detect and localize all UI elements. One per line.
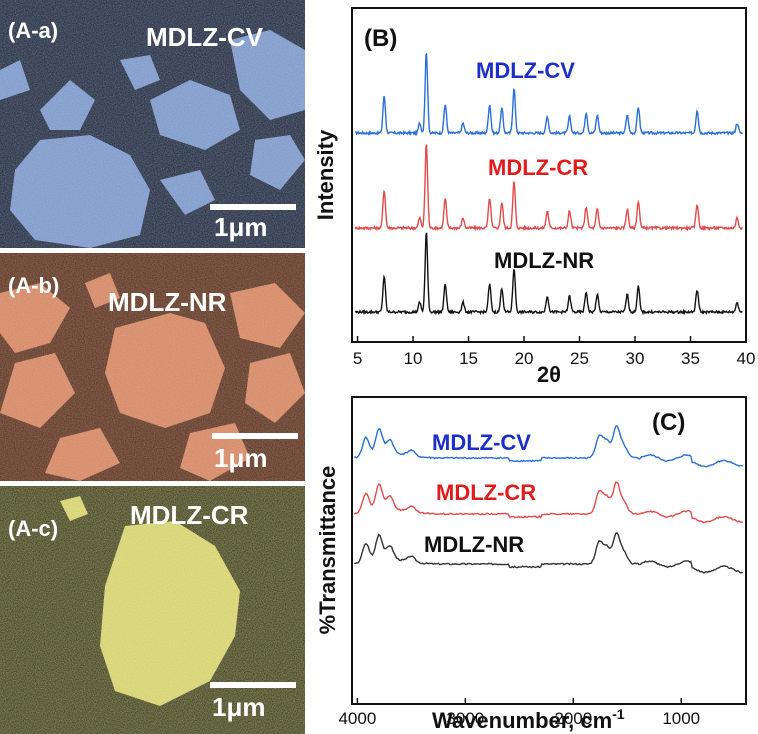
ftir-series-line-mdlz-cr [353, 481, 743, 524]
xrd-x-tick-label: 25 [570, 349, 589, 368]
xrd-series-line-mdlz-cv [355, 53, 743, 137]
scale-label-b: 1μm [214, 443, 268, 473]
ftir-plot-frame [351, 396, 747, 705]
scale-bar-c [210, 682, 296, 688]
ftir-series-label-nr: MDLZ-NR [424, 532, 524, 557]
ftir-x-axis-label: Wavenumber, cm-1 [432, 706, 625, 733]
panel-label-c: (A-c) [8, 516, 59, 541]
xrd-plot-frame [351, 7, 747, 343]
panel-label-b: (A-b) [8, 273, 60, 298]
xrd-series-label-cr: MDLZ-CR [488, 155, 588, 180]
scale-label-a: 1μm [214, 212, 268, 242]
sample-label-c: MDLZ-CR [130, 500, 249, 530]
ftir-x-tick-label: 3000 [446, 709, 484, 728]
xrd-x-axis-label: 2θ [537, 362, 561, 387]
ftir-series-label-cv: MDLZ-CV [432, 430, 531, 455]
sem-panel-c: (A-c) MDLZ-CR 1μm [0, 486, 305, 734]
ftir-series-label-cr: MDLZ-CR [436, 480, 536, 505]
xrd-x-tick-label: 20 [515, 349, 534, 368]
scale-bar-a [210, 204, 296, 210]
xrd-series-line-mdlz-cr [354, 144, 743, 232]
xrd-x-tick-label: 35 [681, 349, 700, 368]
ftir-series-line-mdlz-nr [354, 531, 743, 574]
sem-panel-a: (A-a) MDLZ-CV 1μm [0, 0, 305, 248]
ftir-x-tick-label: 2000 [554, 709, 592, 728]
ftir-panel-label: (C) [652, 409, 685, 436]
ftir-x-tick-label: 4000 [338, 709, 376, 728]
ftir-y-axis-label: %Transmittance [315, 466, 340, 635]
xrd-series-line-mdlz-nr [354, 232, 743, 316]
xrd-x-tick-label: 10 [404, 349, 423, 368]
sample-label-a: MDLZ-CV [146, 22, 263, 52]
xrd-x-tick-label: 15 [459, 349, 478, 368]
xrd-panel-label: (B) [364, 25, 397, 52]
sem-image-c [0, 486, 305, 734]
xrd-x-tick-label: 5 [353, 349, 362, 368]
ftir-x-tick-label: 1000 [662, 709, 700, 728]
sem-panel-b: (A-b) MDLZ-NR 1μm [0, 253, 305, 481]
ftir-series-line-mdlz-cv [354, 425, 743, 468]
panel-label-a: (A-a) [8, 18, 59, 43]
xrd-series-label-nr: MDLZ-NR [494, 248, 594, 273]
sem-image-b [0, 253, 305, 481]
sample-label-b: MDLZ-NR [108, 287, 227, 317]
xrd-x-tick-label: 40 [737, 349, 756, 368]
xrd-x-tick-label: 30 [626, 349, 645, 368]
xrd-y-axis-label: Intensity [313, 129, 338, 220]
scale-label-c: 1μm [212, 692, 266, 722]
xrd-series-label-cv: MDLZ-CV [476, 58, 575, 83]
scale-bar-b [212, 433, 298, 439]
